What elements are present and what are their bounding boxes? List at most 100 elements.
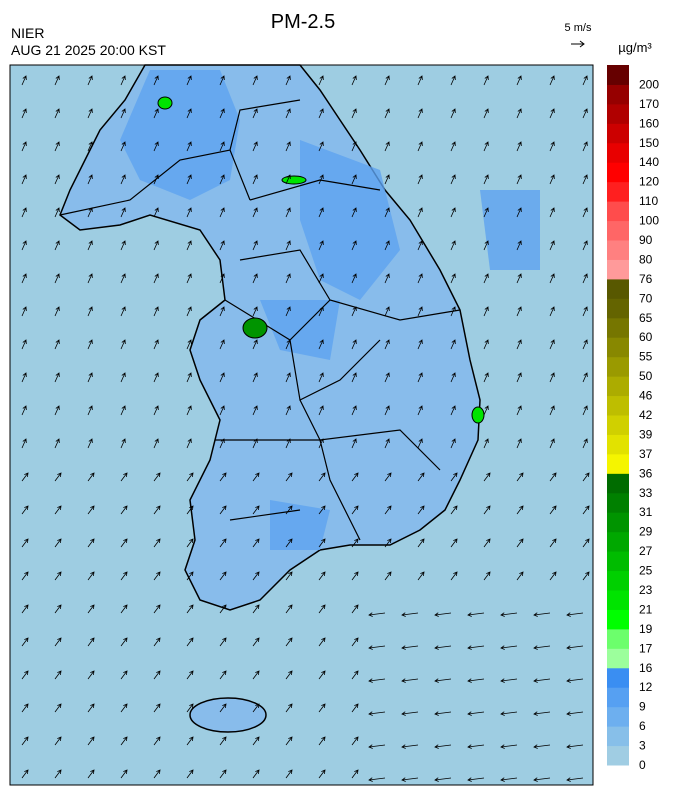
wind-arrow — [582, 141, 588, 152]
wind-arrow — [21, 141, 27, 152]
colorbar-segment — [607, 706, 629, 727]
wind-arrow — [483, 207, 489, 218]
wind-arrow — [153, 339, 159, 350]
wind-arrow — [351, 538, 359, 548]
wind-arrow — [483, 75, 489, 86]
wind-arrow — [54, 108, 60, 119]
wind-arrow — [120, 273, 126, 284]
colorbar-label: 120 — [639, 175, 659, 189]
wind-arrow — [87, 505, 95, 515]
wind-arrow — [21, 472, 29, 482]
wind-arrow — [186, 637, 194, 647]
colorbar-segment — [607, 220, 629, 241]
wind-arrow — [21, 703, 29, 713]
wind-arrow — [54, 703, 62, 713]
wind-arrow — [153, 141, 159, 152]
wind-arrow — [566, 678, 584, 683]
wind-arrow — [500, 777, 518, 782]
wind-arrow — [54, 141, 60, 152]
wind-arrow — [500, 645, 518, 650]
wind-arrow — [582, 405, 588, 416]
wind-arrow — [153, 174, 159, 185]
colorbar-label: 17 — [639, 641, 653, 655]
wind-arrow — [351, 604, 359, 614]
wind-arrow — [120, 108, 126, 119]
wind-arrow — [582, 207, 588, 218]
colorbar-label: 140 — [639, 155, 659, 169]
wind-arrow — [120, 75, 126, 86]
colorbar-segment — [607, 745, 629, 766]
wind-arrow — [21, 306, 27, 317]
wind-arrow — [186, 174, 192, 185]
wind-arrow — [384, 438, 390, 449]
wind-arrow — [252, 670, 260, 680]
wind-arrow — [252, 703, 260, 713]
wind-arrow — [285, 273, 291, 284]
wind-arrow — [516, 207, 522, 218]
wind-arrow — [153, 240, 159, 251]
wind-arrow — [21, 174, 27, 185]
wind-arrow — [450, 174, 456, 185]
colorbar-segment — [607, 492, 629, 513]
wind-arrow — [21, 438, 27, 449]
wind-arrow — [351, 505, 359, 515]
wind-arrow — [467, 711, 485, 716]
wind-arrow — [401, 777, 419, 782]
jeju-island — [189, 697, 267, 733]
wind-arrow — [582, 538, 590, 548]
wind-arrow — [87, 438, 93, 449]
wind-arrow — [450, 339, 456, 350]
wind-arrow — [54, 306, 60, 317]
wind-arrow — [351, 240, 357, 251]
wind-arrow — [120, 438, 126, 449]
wind-arrow — [582, 273, 588, 284]
wind-arrow — [186, 306, 192, 317]
wind-arrow — [87, 736, 95, 746]
wind-arrow — [434, 645, 452, 650]
wind-arrow — [186, 405, 192, 416]
wind-arrow — [153, 372, 159, 383]
wind-arrow — [252, 438, 258, 449]
colorbar-label: 60 — [639, 330, 653, 344]
wind-arrow — [549, 141, 555, 152]
wind-arrow — [516, 538, 524, 548]
colorbar-segment — [607, 123, 629, 144]
wind-arrow — [252, 306, 258, 317]
wind-arrow — [533, 645, 551, 650]
wind-arrow — [153, 472, 161, 482]
wind-arrow — [219, 372, 225, 383]
wind-arrow — [384, 108, 390, 119]
wind-scale-arrow — [571, 40, 585, 48]
colorbar-label: 19 — [639, 622, 653, 636]
wind-arrow — [351, 141, 357, 152]
wind-arrow — [285, 240, 291, 251]
wind-arrow — [153, 538, 161, 548]
colorbar-segment — [607, 667, 629, 688]
colorbar-label: 6 — [639, 719, 646, 733]
wind-arrow — [582, 240, 588, 251]
wind-arrow — [54, 736, 62, 746]
colorbar-segment — [607, 181, 629, 202]
wind-arrow — [582, 306, 588, 317]
wind-arrow — [417, 571, 425, 581]
wind-arrow — [219, 472, 227, 482]
wind-arrow — [21, 571, 29, 581]
wind-arrow — [219, 141, 225, 152]
wind-arrow — [87, 405, 93, 416]
wind-arrow — [318, 141, 324, 152]
wind-arrow — [120, 240, 126, 251]
wind-arrow — [219, 306, 225, 317]
wind-arrow — [252, 505, 260, 515]
wind-arrow — [450, 571, 458, 581]
colorbar-segment — [607, 628, 629, 649]
wind-arrow — [54, 670, 62, 680]
colorbar-segment — [607, 201, 629, 222]
colorbar-segment — [607, 356, 629, 377]
wind-arrow — [186, 438, 192, 449]
wind-arrow — [252, 637, 260, 647]
wind-arrow — [483, 372, 489, 383]
colorbar-segment — [607, 395, 629, 416]
wind-arrow — [21, 736, 29, 746]
wind-arrow — [186, 769, 194, 779]
wind-arrow — [483, 538, 491, 548]
